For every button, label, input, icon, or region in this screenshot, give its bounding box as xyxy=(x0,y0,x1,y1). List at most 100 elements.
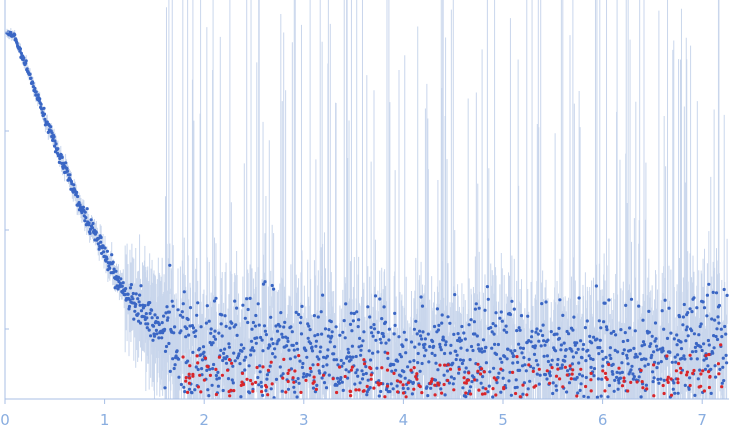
data-point xyxy=(272,287,276,291)
data-point-red xyxy=(386,351,390,355)
data-point xyxy=(364,371,368,376)
data-point xyxy=(715,327,719,331)
data-point xyxy=(177,375,181,379)
data-point xyxy=(423,337,427,341)
data-point xyxy=(598,346,602,350)
data-point xyxy=(309,341,313,345)
data-point xyxy=(278,365,282,369)
data-point xyxy=(386,356,390,360)
data-point xyxy=(714,334,718,339)
data-point-red xyxy=(604,376,608,380)
data-point-red xyxy=(214,367,218,371)
data-point xyxy=(538,373,542,377)
data-point-red xyxy=(354,388,358,392)
x-tick-label: 6 xyxy=(598,411,608,429)
data-point xyxy=(50,131,54,135)
data-point xyxy=(483,308,487,312)
data-point xyxy=(444,340,448,344)
data-point-red xyxy=(532,385,536,389)
data-point xyxy=(471,348,475,353)
data-point xyxy=(576,391,580,395)
data-point xyxy=(196,301,200,305)
data-point xyxy=(710,317,714,321)
data-point xyxy=(286,339,290,343)
data-point xyxy=(510,299,514,303)
data-point xyxy=(287,348,291,352)
data-point xyxy=(164,311,168,315)
data-point xyxy=(561,313,565,317)
data-point-red xyxy=(369,377,373,381)
data-point xyxy=(333,345,337,349)
data-point xyxy=(355,368,359,372)
data-point xyxy=(384,341,388,345)
data-point xyxy=(492,366,496,370)
data-point xyxy=(31,81,35,85)
data-point xyxy=(387,327,391,331)
data-point-red xyxy=(482,370,486,374)
x-tick-label: 7 xyxy=(697,411,707,429)
data-point-red xyxy=(707,370,711,374)
data-point xyxy=(647,309,651,313)
data-point xyxy=(301,361,305,366)
data-point xyxy=(592,374,596,378)
data-point xyxy=(310,345,314,349)
data-point xyxy=(232,351,236,355)
data-point-red xyxy=(679,366,683,370)
data-point xyxy=(108,266,112,270)
data-point xyxy=(530,335,534,339)
data-point xyxy=(591,357,595,362)
data-point xyxy=(233,299,237,303)
data-point xyxy=(651,370,655,374)
data-point xyxy=(542,339,546,343)
data-point xyxy=(490,346,494,350)
data-point xyxy=(556,357,560,362)
data-point xyxy=(221,358,225,363)
data-point-red xyxy=(385,384,390,388)
data-point xyxy=(490,330,494,334)
data-point xyxy=(711,290,715,294)
data-point xyxy=(280,389,284,393)
data-point xyxy=(707,282,711,286)
data-point xyxy=(472,320,476,324)
data-point xyxy=(714,291,719,295)
data-point xyxy=(439,387,443,391)
data-point-red xyxy=(205,364,209,368)
data-point-red xyxy=(464,381,468,385)
data-point xyxy=(610,370,614,374)
data-point xyxy=(404,338,408,342)
data-point xyxy=(582,394,586,398)
data-point xyxy=(56,147,60,151)
data-point xyxy=(434,361,438,365)
data-point xyxy=(286,387,291,391)
data-point xyxy=(342,361,346,365)
data-point xyxy=(53,144,57,148)
data-point xyxy=(369,358,373,362)
data-point xyxy=(448,351,452,355)
data-point xyxy=(608,353,612,357)
data-point-red xyxy=(369,366,373,371)
data-point xyxy=(626,362,630,366)
data-point xyxy=(274,377,279,381)
data-point xyxy=(350,344,354,348)
data-point xyxy=(317,357,321,361)
data-point xyxy=(722,287,726,292)
data-point xyxy=(402,370,406,374)
data-point xyxy=(347,351,351,355)
data-point xyxy=(572,315,576,319)
data-point-red xyxy=(699,372,703,376)
data-point xyxy=(80,211,84,215)
data-point xyxy=(661,346,665,350)
data-point xyxy=(361,372,365,376)
data-point xyxy=(36,93,40,97)
data-point xyxy=(653,360,657,364)
data-point xyxy=(655,348,660,352)
data-point xyxy=(251,320,255,325)
data-point xyxy=(486,297,490,301)
data-point xyxy=(648,344,652,348)
data-point xyxy=(295,395,299,399)
data-point xyxy=(72,183,76,187)
data-point-red xyxy=(622,376,626,380)
data-point xyxy=(597,319,601,323)
data-point-red xyxy=(652,363,656,367)
data-point xyxy=(299,332,304,336)
